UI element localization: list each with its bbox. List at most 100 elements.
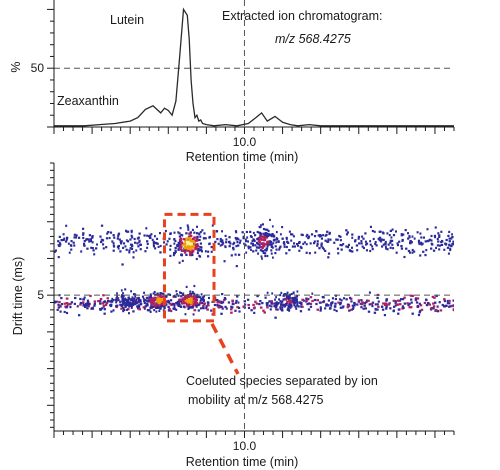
heatmap-cell [374, 303, 377, 306]
heatmap-cell [188, 237, 192, 240]
heatmap-cell [318, 235, 322, 238]
heatmap-cell [105, 301, 109, 304]
heatmap-cell [277, 302, 280, 305]
heatmap-cell [275, 231, 278, 234]
heatmap-cell [174, 239, 177, 243]
heatmap-cell [235, 245, 238, 248]
callout-text-line-2: mobility at m/z 568.4275 [188, 393, 324, 407]
heatmap-cell [117, 299, 120, 302]
heatmap-cell [231, 302, 234, 306]
heatmap-cell [102, 243, 105, 246]
heatmap-cell [176, 303, 179, 306]
heatmap-cell [150, 302, 154, 305]
heatmap-cell [169, 293, 172, 296]
heatmap-cell [190, 302, 194, 305]
heatmap-cell [166, 240, 169, 243]
heatmap-cell [295, 295, 299, 298]
heatmap-cell [274, 306, 278, 309]
heatmap-cell [286, 308, 289, 311]
heatmap-cell [276, 308, 279, 311]
heatmap-cell [357, 299, 361, 302]
heatmap-cell [213, 303, 216, 307]
heatmap-cell [389, 241, 392, 244]
heatmap-cell [251, 239, 254, 243]
heatmap-cell [217, 301, 220, 304]
heatmap-cell [124, 298, 128, 301]
heatmap-cell [181, 234, 184, 237]
heatmap-cell [84, 304, 87, 307]
heatmap-cell [355, 244, 359, 247]
heatmap-cell [180, 295, 183, 298]
heatmap-cell [85, 302, 88, 305]
heatmap-cell [276, 303, 279, 306]
heatmap-cell [62, 233, 65, 236]
heatmap-cell [245, 251, 248, 254]
heatmap-reference-lines [54, 163, 454, 431]
heatmap-cell [165, 294, 168, 298]
heatmap-cell [133, 237, 136, 241]
heatmap-cell [244, 303, 247, 306]
heatmap-cell [273, 238, 276, 241]
heatmap-cell [192, 303, 195, 306]
heatmap-cell [149, 293, 152, 296]
heatmap-cell [394, 301, 397, 304]
heatmap-cell [270, 252, 273, 255]
heatmap-cell [438, 301, 441, 304]
heatmap-cell [145, 227, 148, 230]
heatmap-cell [180, 291, 182, 295]
heatmap-cell [129, 243, 133, 246]
heatmap-cell [267, 229, 270, 233]
heatmap-cell [99, 297, 103, 301]
heatmap-cell [176, 301, 179, 304]
heatmap-cell [311, 292, 314, 295]
heatmap-cell [358, 242, 361, 245]
heatmap-cell [319, 301, 322, 304]
heatmap-cell [346, 246, 350, 249]
heatmap-cell [415, 301, 419, 304]
heatmap-cell [136, 242, 139, 245]
heatmap-cell [382, 238, 385, 241]
heatmap-cell [452, 309, 454, 312]
heatmap-cell [282, 294, 285, 297]
chromatogram-title: Extracted ion chromatogram: [222, 9, 383, 23]
heatmap-cell [265, 304, 268, 307]
heatmap-cell [119, 300, 122, 303]
heatmap-cell [337, 252, 340, 255]
heatmap-cell [142, 306, 146, 309]
heatmap-cell [274, 316, 277, 319]
heatmap-cell [289, 306, 292, 309]
heatmap-cell [112, 309, 115, 312]
heatmap-cell [321, 246, 324, 249]
chromatogram-mass-label: m/z 568.4275 [275, 32, 351, 46]
heatmap-cell [138, 240, 141, 243]
heatmap-cell [285, 245, 288, 249]
heatmap-cell [164, 300, 168, 303]
heatmap-cell [417, 313, 421, 317]
heatmap-cell [133, 297, 136, 300]
heatmap-cell [162, 309, 165, 312]
heatmap-cell [159, 232, 161, 235]
heatmap-cell [300, 233, 303, 236]
heatmap-cell [182, 305, 186, 308]
heatmap-cell [267, 234, 270, 237]
heatmap-cell [103, 308, 106, 311]
heatmap-cell [152, 302, 155, 305]
heatmap-cell [333, 241, 336, 244]
heatmap-cell [189, 246, 194, 249]
heatmap-cell [109, 300, 112, 303]
heatmap-cell [317, 234, 320, 237]
heatmap-cell [345, 229, 348, 232]
heatmap-cell [252, 231, 255, 235]
heatmap-cell [177, 294, 180, 297]
heatmap-cell [221, 307, 224, 310]
heatmap-cell [364, 232, 367, 235]
heatmap-cell [419, 254, 422, 257]
heatmap-cell [210, 246, 213, 249]
heatmap-cell [257, 246, 261, 249]
heatmap-cell [389, 307, 392, 310]
heatmap-cell [445, 238, 448, 242]
heatmap-cell [324, 307, 327, 310]
heatmap-cell [56, 308, 59, 311]
heatmap-cell [430, 234, 433, 238]
heatmap-cell [68, 303, 72, 306]
